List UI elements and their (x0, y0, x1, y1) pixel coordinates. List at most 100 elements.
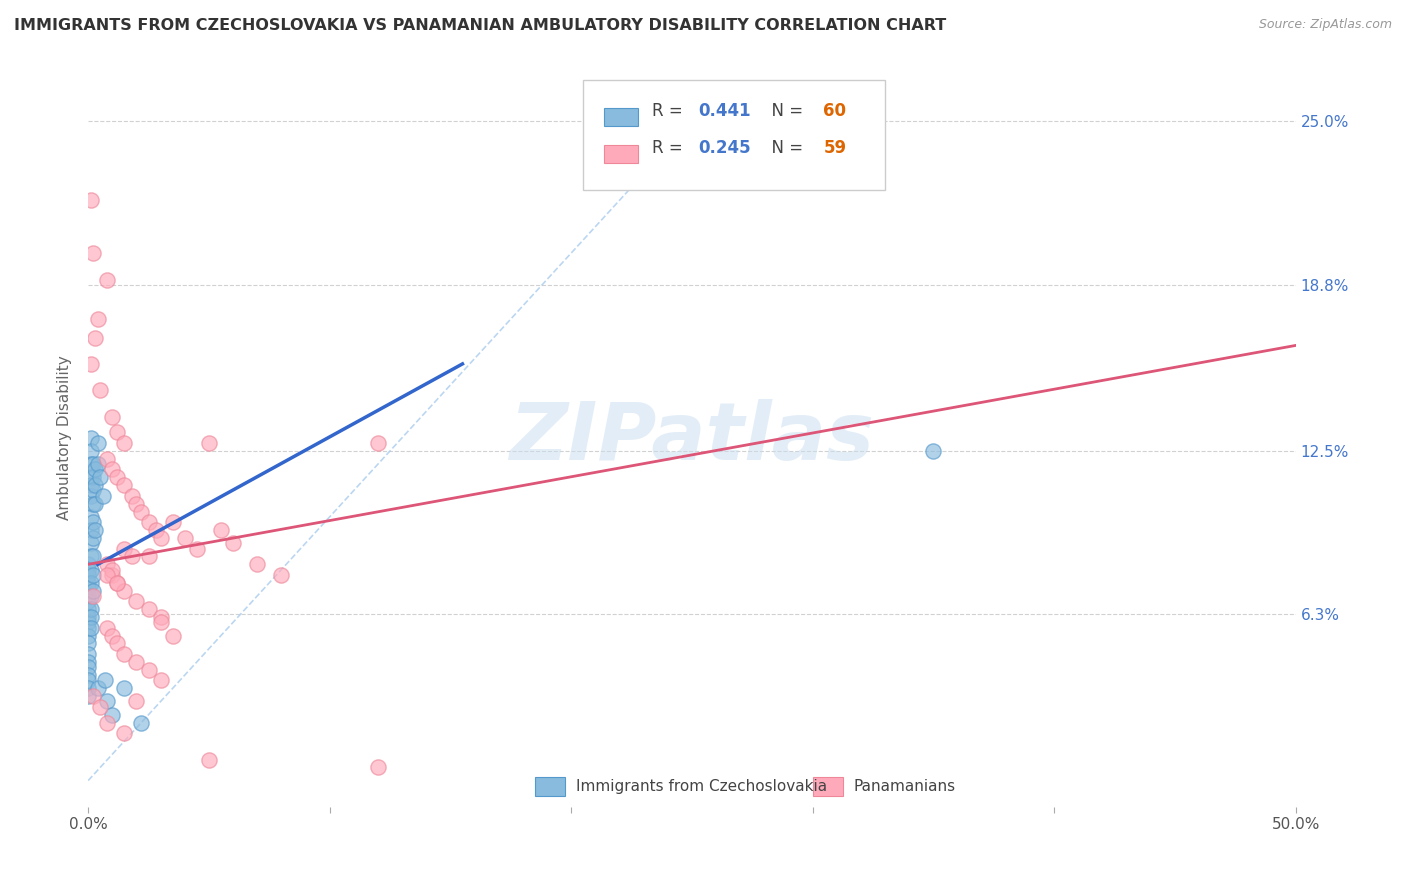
Point (87, 436, 110, 450)
Point (121, 549, 143, 564)
Text: ZIPatlas: ZIPatlas (509, 399, 875, 476)
Point (149, 531, 172, 545)
Point (77, 563, 100, 577)
Point (84, 523, 107, 537)
Point (138, 549, 160, 564)
Point (82, 589, 104, 603)
Point (162, 515, 184, 529)
Point (125, 694, 148, 708)
Point (145, 523, 167, 537)
Point (77, 602, 100, 616)
Text: 60: 60 (824, 103, 846, 120)
Point (96, 558, 118, 572)
Point (112, 541, 135, 556)
Point (82, 246, 104, 260)
FancyBboxPatch shape (603, 145, 637, 163)
Point (84, 478, 107, 492)
Text: R =: R = (652, 103, 688, 120)
Point (79, 431, 101, 445)
Text: Source: ZipAtlas.com: Source: ZipAtlas.com (1258, 18, 1392, 31)
Point (79, 478, 101, 492)
Point (77, 690, 100, 704)
Point (96, 621, 118, 635)
Text: 0.441: 0.441 (697, 103, 751, 120)
Point (87, 457, 110, 471)
Point (149, 615, 172, 630)
Point (138, 663, 160, 677)
Point (89, 384, 111, 398)
Point (138, 515, 160, 529)
Point (77, 629, 100, 643)
Point (77, 610, 100, 624)
Point (270, 568, 292, 582)
Point (96, 715, 118, 730)
Point (77, 568, 100, 582)
Point (101, 409, 124, 424)
Point (101, 568, 124, 582)
Point (79, 536, 101, 550)
Point (79, 470, 101, 484)
Text: IMMIGRANTS FROM CZECHOSLOVAKIA VS PANAMANIAN AMBULATORY DISABILITY CORRELATION C: IMMIGRANTS FROM CZECHOSLOVAKIA VS PANAMA… (14, 18, 946, 33)
Point (121, 489, 143, 503)
Point (79, 444, 101, 458)
Point (79, 602, 101, 616)
Point (84, 330, 107, 344)
Point (84, 497, 107, 511)
Point (94, 673, 117, 688)
Text: 0.245: 0.245 (697, 139, 751, 157)
Point (77, 589, 100, 603)
Point (84, 462, 107, 476)
Point (922, 444, 945, 458)
Point (77, 636, 100, 650)
Point (79, 457, 101, 471)
Point (186, 541, 208, 556)
Point (125, 655, 148, 669)
Point (112, 726, 135, 740)
Point (82, 690, 104, 704)
Text: N =: N = (761, 103, 808, 120)
Point (89, 699, 111, 714)
Point (79, 489, 101, 503)
Point (82, 470, 104, 484)
Point (209, 523, 232, 537)
Point (101, 462, 124, 476)
Point (162, 629, 184, 643)
Point (87, 681, 110, 696)
Text: R =: R = (652, 139, 688, 157)
Point (112, 681, 135, 696)
Point (82, 515, 104, 529)
Point (173, 531, 195, 545)
Point (79, 563, 101, 577)
Text: Immigrants from Czechoslovakia: Immigrants from Czechoslovakia (576, 779, 827, 794)
Point (77, 594, 100, 608)
Text: Panamanians: Panamanians (853, 779, 956, 794)
Point (105, 575, 128, 590)
Point (138, 602, 160, 616)
Point (112, 436, 135, 450)
FancyBboxPatch shape (603, 108, 637, 126)
Point (246, 558, 269, 572)
Point (125, 594, 148, 608)
Point (77, 673, 100, 688)
Point (105, 425, 128, 440)
Text: 59: 59 (824, 139, 846, 157)
Point (77, 581, 100, 595)
Point (96, 272, 118, 286)
Point (77, 668, 100, 682)
Point (198, 752, 221, 766)
Point (105, 636, 128, 650)
Point (96, 451, 118, 466)
Point (77, 647, 100, 661)
Point (82, 568, 104, 582)
Point (96, 568, 118, 582)
Point (129, 715, 152, 730)
Point (125, 497, 148, 511)
Y-axis label: Ambulatory Disability: Ambulatory Disability (58, 355, 72, 520)
Point (112, 647, 135, 661)
Point (82, 483, 104, 498)
Point (367, 760, 389, 774)
Text: N =: N = (761, 139, 808, 157)
Point (222, 536, 245, 550)
Point (77, 615, 100, 630)
Point (79, 589, 101, 603)
